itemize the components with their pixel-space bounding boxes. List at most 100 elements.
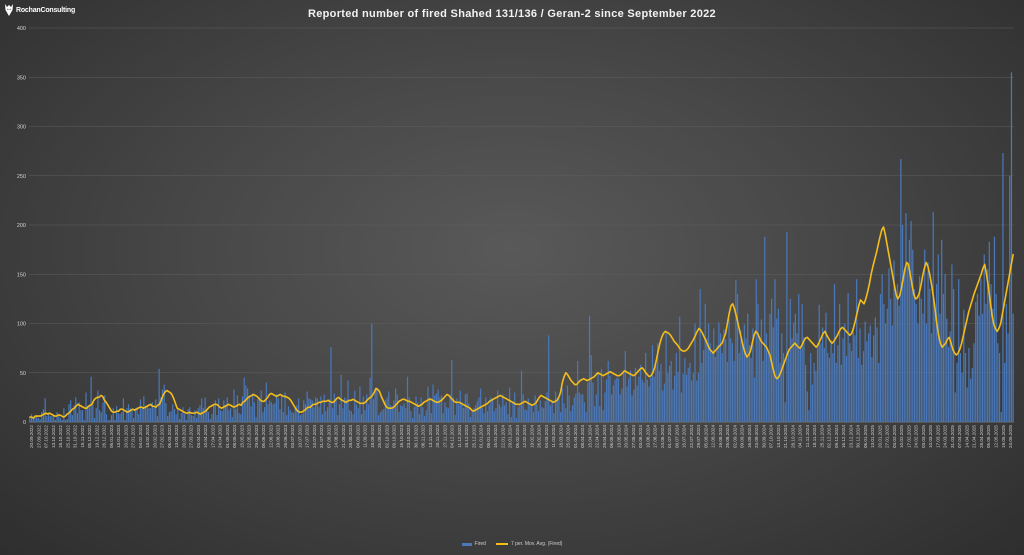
bar [129, 408, 131, 422]
bar [185, 420, 187, 422]
bar [565, 408, 567, 422]
x-tick-label: 23.12.2024 [848, 425, 853, 448]
bar [1009, 175, 1011, 422]
bar [342, 408, 344, 422]
bar [134, 408, 136, 422]
bar [323, 394, 325, 422]
bar [466, 393, 468, 422]
bar [58, 414, 60, 422]
bar [548, 335, 550, 422]
bar [983, 254, 985, 422]
bar [505, 402, 507, 422]
x-tick-label: 27.01.2023 [131, 425, 136, 448]
bar [449, 394, 451, 422]
bar [997, 343, 999, 422]
bar [891, 325, 893, 422]
x-tick-label: 03.02.2025 [892, 425, 897, 448]
x-tick-label: 26.02.2024 [537, 425, 542, 448]
bar [204, 397, 206, 422]
x-tick-label: 10.06.2024 [645, 425, 650, 448]
bar [97, 390, 99, 422]
bar [235, 409, 237, 422]
bar [71, 415, 73, 422]
bar [229, 408, 232, 422]
bar [748, 345, 751, 422]
bar [908, 239, 910, 422]
x-tick-label: 25.12.2023 [471, 425, 476, 448]
bar [391, 406, 393, 422]
bar [656, 343, 659, 422]
bar [238, 413, 240, 422]
bar [782, 353, 785, 422]
bar [622, 372, 625, 422]
x-tick-label: 13.01.2025 [870, 425, 875, 448]
bar [543, 408, 545, 422]
x-tick-label: 12.06.2023 [268, 425, 273, 448]
bar [253, 402, 256, 422]
bar [36, 416, 38, 422]
bar [405, 408, 407, 422]
bar [881, 274, 883, 422]
bar [971, 367, 973, 422]
bar [890, 298, 892, 422]
bar [742, 343, 744, 422]
bar [975, 301, 977, 422]
bar [83, 420, 85, 422]
x-tick-label: 22.01.2024 [500, 425, 505, 448]
x-tick-label: 29.07.2024 [696, 425, 701, 448]
bar [966, 387, 968, 422]
x-tick-label: 05.02.2024 [515, 425, 520, 448]
bar [590, 355, 592, 422]
bar [570, 411, 572, 422]
bar [133, 418, 135, 422]
x-tick-label: 08.04.2024 [580, 425, 585, 448]
bar [75, 397, 77, 422]
bar [759, 338, 761, 422]
bar [808, 410, 810, 422]
bar [837, 345, 839, 422]
bar [156, 416, 159, 422]
bar [112, 408, 114, 422]
bar [616, 377, 618, 422]
bar [643, 382, 645, 422]
bar [333, 393, 335, 422]
bar [932, 212, 934, 422]
bar [587, 382, 589, 422]
chart-title: Reported number of fired Shahed 131/136 … [308, 8, 716, 20]
bar [418, 414, 421, 422]
x-tick-label: 10.02.2025 [899, 425, 904, 448]
bar [725, 339, 727, 422]
bar [537, 411, 540, 422]
x-tick-label: 10.03.2025 [928, 425, 933, 448]
x-tick-label: 17.07.2023 [305, 425, 310, 448]
bar [920, 298, 922, 422]
bar [745, 338, 747, 422]
bar [818, 304, 820, 422]
bar [219, 410, 221, 422]
bar [787, 353, 790, 422]
x-tick-label: 17.06.2024 [653, 425, 658, 448]
bar [964, 353, 967, 422]
bar [985, 303, 987, 422]
bar [389, 405, 392, 422]
legend-swatch-bar [461, 542, 472, 546]
bar [791, 338, 793, 422]
bar [859, 328, 861, 422]
bar [243, 377, 245, 422]
bar [886, 308, 888, 422]
bar [362, 396, 364, 422]
x-tick-label: 20.01.2023 [123, 425, 128, 448]
bar [582, 394, 584, 422]
bar [796, 333, 798, 422]
x-tick-label: 11.03.2024 [551, 425, 556, 448]
y-tick-label: 0 [23, 420, 26, 426]
bar [723, 329, 725, 422]
x-tick-label: 27.09.2022 [36, 425, 41, 448]
bar [682, 373, 684, 422]
bar [469, 417, 472, 422]
x-tick-label: 04.02.2023 [138, 425, 143, 448]
bar [944, 274, 946, 422]
bar [446, 407, 448, 422]
y-tick-label: 100 [17, 322, 26, 328]
x-tick-label: 07.04.2025 [957, 425, 962, 448]
